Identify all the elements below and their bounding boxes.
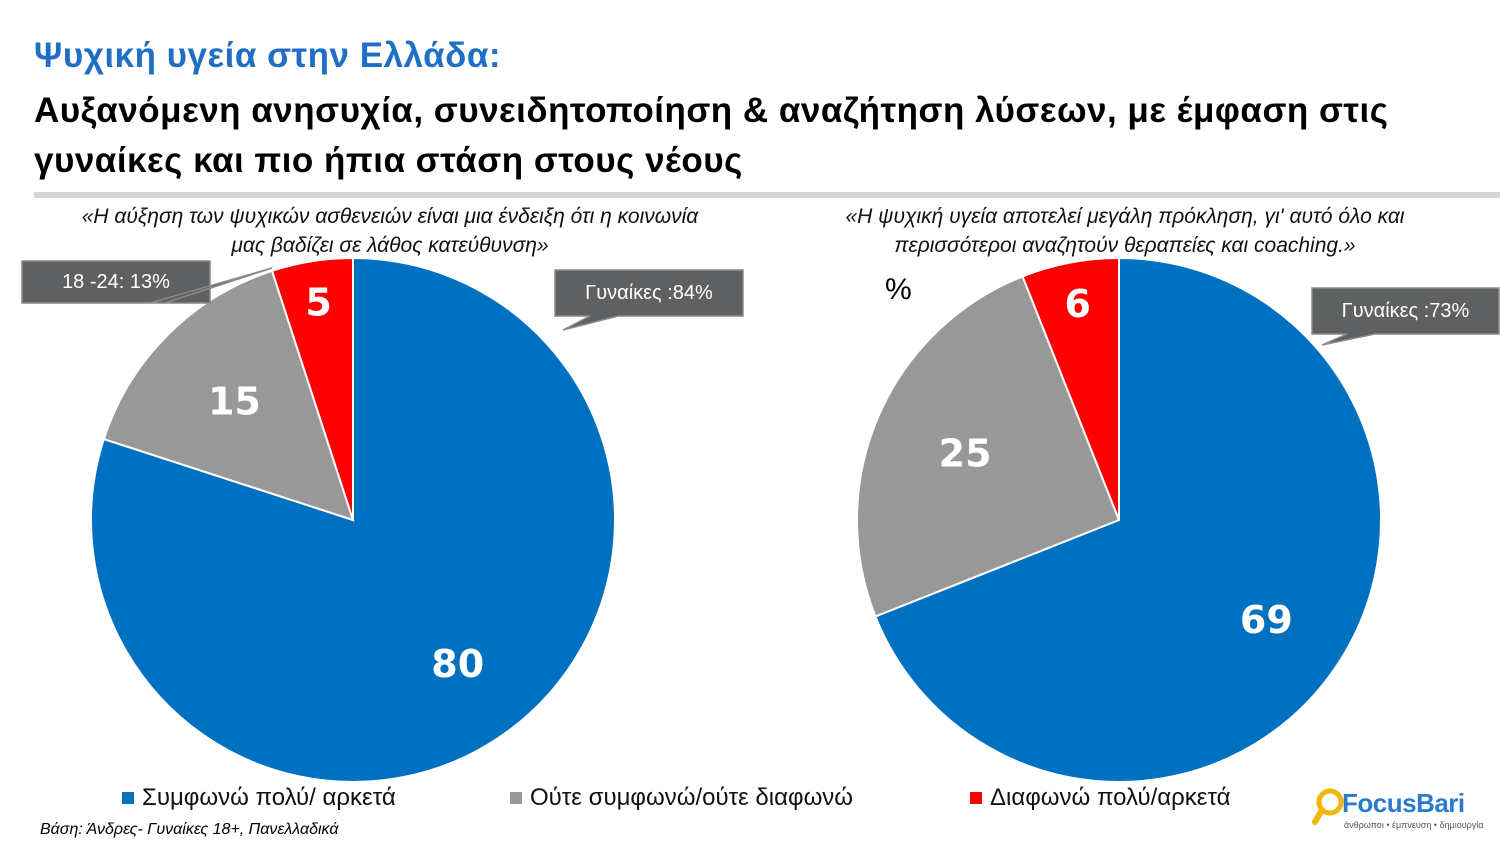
left-age-callout-text: 18 -24: 13% — [62, 271, 170, 293]
header-divider — [34, 192, 1500, 198]
right-pie-slice-1 — [856, 275, 1121, 618]
legend-swatch — [510, 792, 522, 804]
left-age-callout-shape — [21, 260, 273, 304]
left-pie-value-label-0: 80 — [431, 642, 484, 686]
right-pie-slice-0 — [874, 256, 1382, 783]
left-women-callout-text: Γυναίκες :84% — [585, 282, 713, 304]
left-women-callout: Γυναίκες :84% — [554, 269, 744, 331]
magnifier-icon — [1312, 788, 1344, 825]
legend-label: Ούτε συμφωνώ/ούτε διαφωνώ — [530, 784, 854, 811]
focusbari-logo: FocusBari άνθρωποι • έμπνευση • δημιουργ… — [1312, 786, 1492, 836]
right-pie-value-label-1: 25 — [939, 431, 992, 475]
right-women-callout-text: Γυναίκες :73% — [1342, 300, 1470, 322]
left-pie-value-label-2: 5 — [305, 281, 331, 325]
base-note: Βάση: Άνδρες- Γυναίκες 18+, Πανελλαδικά — [40, 821, 339, 838]
logo-tagline: άνθρωποι • έμπνευση • δημιουργία — [1344, 820, 1484, 830]
right-pie-value-label-0: 69 — [1240, 598, 1293, 642]
page-subtitle: Αυξανόμενη ανησυχία, συνειδητοποίηση & α… — [34, 91, 1389, 180]
left-age-callout: 18 -24: 13% — [21, 260, 273, 304]
right-women-callout-shape — [1311, 287, 1500, 346]
left-pie-slice-1 — [102, 269, 355, 522]
legend-swatch — [122, 792, 134, 804]
right-chart-quote: «Η ψυχική υγεία αποτελεί μεγάλη πρόκληση… — [845, 205, 1405, 257]
left-pie-slice-0 — [90, 256, 616, 783]
right-pie-slice-2 — [1021, 256, 1120, 521]
left-pie-value-label-1: 15 — [208, 379, 261, 423]
left-pie-slice-2 — [270, 256, 354, 521]
legend-swatch — [970, 792, 982, 804]
logo-text: FocusBari — [1342, 788, 1465, 818]
right-pie-value-label-2: 6 — [1065, 282, 1091, 326]
legend-item-neutral: Ούτε συμφωνώ/ούτε διαφωνώ — [510, 784, 853, 812]
legend-label: Διαφωνώ πολύ/αρκετά — [990, 784, 1231, 811]
left-women-callout-shape — [554, 269, 744, 331]
page-title: Ψυχική υγεία στην Ελλάδα: — [34, 36, 501, 75]
left-chart-quote: «Η αύξηση των ψυχικών ασθενειών είναι μι… — [81, 205, 699, 257]
legend-item-agree: Συμφωνώ πολύ/ αρκετά — [122, 784, 396, 812]
right-women-callout: Γυναίκες :73% — [1311, 287, 1500, 346]
percent-label: % — [885, 273, 912, 306]
legend-label: Συμφωνώ πολύ/ αρκετά — [142, 784, 396, 811]
legend-item-disagree: Διαφωνώ πολύ/αρκετά — [970, 784, 1231, 812]
